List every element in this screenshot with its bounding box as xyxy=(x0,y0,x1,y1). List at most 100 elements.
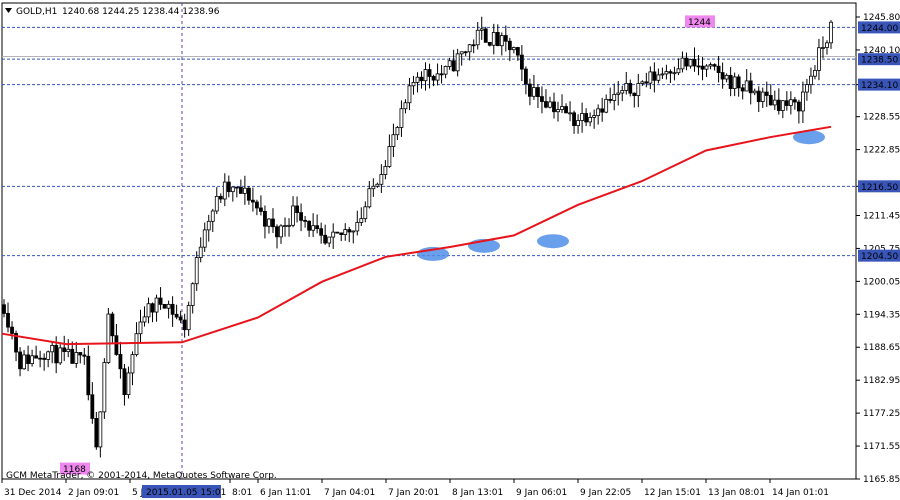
candle-body xyxy=(652,71,657,81)
candle-body xyxy=(532,87,536,97)
candle-body xyxy=(483,28,488,43)
candle-body xyxy=(142,316,147,323)
x-tick-label: 9 Jan 06:01 xyxy=(516,488,567,498)
candle-body xyxy=(584,113,589,123)
candle-body xyxy=(355,222,360,232)
level-label: 1234.10 xyxy=(861,81,898,91)
candle-body xyxy=(122,368,127,396)
candle-body xyxy=(363,206,368,220)
candle-body xyxy=(242,187,247,194)
candle-body xyxy=(146,303,151,318)
moving-average xyxy=(1,125,832,346)
y-tick-label: 1205.75 xyxy=(863,244,900,254)
candle-body xyxy=(700,65,705,70)
candle-body xyxy=(170,303,175,315)
candle-body xyxy=(114,335,119,355)
candle-body xyxy=(499,35,504,47)
candle-body xyxy=(226,181,231,193)
candle-body xyxy=(748,80,753,94)
crosshair-time-label: 2015.01.05 15:01 xyxy=(146,488,226,498)
candle-body xyxy=(315,225,320,230)
candle-body xyxy=(821,47,825,49)
crosshair-time-box xyxy=(142,485,221,498)
candle-body xyxy=(166,303,171,309)
annotations: 1244 1168 xyxy=(60,15,715,475)
candle-body xyxy=(805,84,809,93)
candle-body xyxy=(696,65,701,68)
candle-body xyxy=(716,65,721,73)
candle-body xyxy=(415,76,420,83)
candle-body xyxy=(319,228,324,236)
candle-body xyxy=(387,146,392,167)
x-tick-label: 2 Jan 09:01 xyxy=(68,488,119,498)
candle-body xyxy=(572,112,576,126)
candle-body xyxy=(303,219,307,222)
candle-body xyxy=(263,211,267,227)
candle-body xyxy=(118,354,123,370)
y-tick-label: 1165.85 xyxy=(863,475,900,485)
candle-body xyxy=(825,42,829,48)
candle-body xyxy=(295,205,299,213)
candle-body xyxy=(210,210,215,222)
dropdown-arrow-icon[interactable] xyxy=(5,8,12,13)
candle-body xyxy=(138,321,143,335)
candle-body xyxy=(291,205,295,226)
candle-body xyxy=(62,347,67,353)
x-tick-label: 12 Jan 15:01 xyxy=(644,488,701,498)
candle-body xyxy=(511,47,516,51)
symbol-label: GOLD,H1 xyxy=(16,7,57,17)
y-tick-label: 1228.55 xyxy=(863,113,900,123)
candle-body xyxy=(218,195,223,200)
candle-body xyxy=(580,113,584,121)
candle-body xyxy=(592,115,597,118)
candle-body xyxy=(26,354,30,364)
x-tick-label: 14 Jan 01:01 xyxy=(772,488,829,498)
x-tick-label: 7 Jan 04:01 xyxy=(324,488,375,498)
y-tick-label: 1245.80 xyxy=(863,13,900,23)
x-tick-label: 5 J xyxy=(132,488,143,498)
candle-body xyxy=(419,76,424,82)
candle-body xyxy=(331,231,336,238)
candle-body xyxy=(14,333,18,353)
candle-body xyxy=(447,60,452,67)
x-tick-label: 13 Jan 08:01 xyxy=(708,488,765,498)
candle-body xyxy=(656,74,661,81)
candle-body xyxy=(507,40,512,51)
candle-body xyxy=(688,59,693,67)
candle-body xyxy=(523,68,528,85)
candle-body xyxy=(255,201,259,209)
candle-body xyxy=(540,96,544,102)
candle-body xyxy=(467,44,472,53)
candle-body xyxy=(829,21,833,44)
candle-body xyxy=(427,69,432,77)
candle-body xyxy=(86,355,91,396)
candle-body xyxy=(234,186,239,189)
candle-body xyxy=(66,348,71,353)
candle-body xyxy=(339,232,344,236)
candle-body xyxy=(684,57,689,67)
candle-body xyxy=(724,74,729,80)
plot-border xyxy=(1,2,857,480)
candle-body xyxy=(536,87,540,97)
x-tick-label: 8 Jan 13:01 xyxy=(452,488,503,498)
annotation-box xyxy=(60,462,90,475)
candle-body xyxy=(6,313,10,328)
candle-body xyxy=(299,212,303,221)
candle-body xyxy=(271,218,275,228)
candle-body xyxy=(752,90,757,94)
candle-body xyxy=(230,186,235,193)
candle-body xyxy=(636,83,641,97)
candle-body xyxy=(756,90,761,102)
candle-body xyxy=(459,51,464,55)
candle-body xyxy=(150,303,155,313)
candle-body xyxy=(74,352,79,364)
candle-body xyxy=(379,174,384,185)
candle-body xyxy=(632,92,637,97)
candle-body xyxy=(792,99,797,103)
candle-body xyxy=(600,108,605,113)
candle-body xyxy=(628,83,633,94)
candle-body xyxy=(708,64,713,67)
candle-body xyxy=(323,234,328,244)
